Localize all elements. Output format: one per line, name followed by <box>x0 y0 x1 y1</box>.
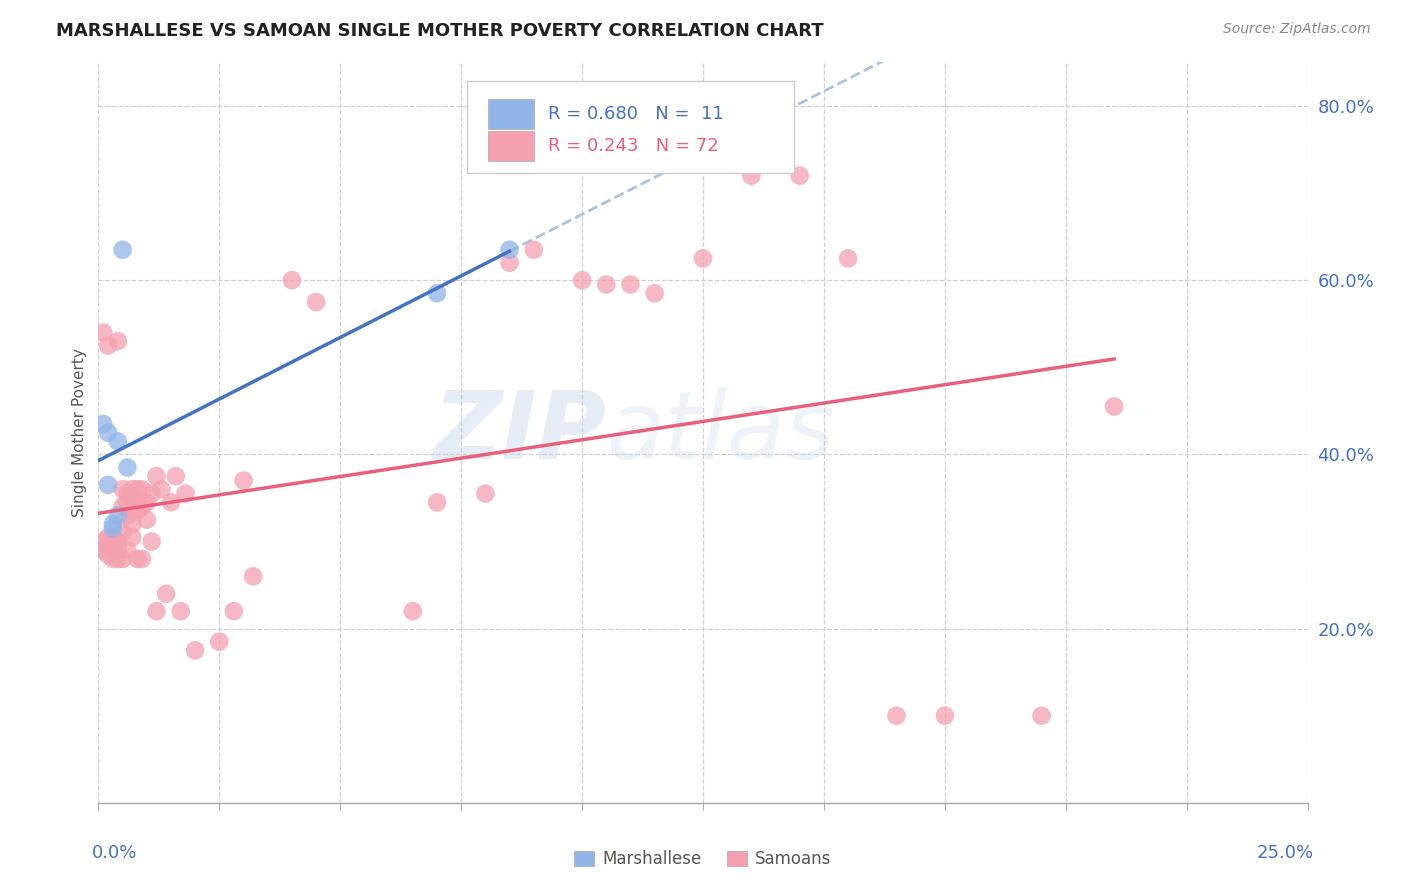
Point <box>121 482 143 496</box>
Text: R = 0.243   N = 72: R = 0.243 N = 72 <box>548 137 718 155</box>
Point <box>121 504 143 518</box>
Point <box>101 530 124 544</box>
Point <box>107 334 129 348</box>
Point <box>174 486 197 500</box>
Point <box>934 708 956 723</box>
Point <box>886 708 908 723</box>
Point <box>101 517 124 532</box>
Point <box>131 500 153 514</box>
Point <box>97 425 120 440</box>
Point <box>101 539 124 553</box>
Point <box>131 482 153 496</box>
Point <box>131 552 153 566</box>
Point <box>117 508 139 523</box>
Point <box>107 552 129 566</box>
Point <box>426 286 449 301</box>
Point <box>160 495 183 509</box>
Point <box>281 273 304 287</box>
FancyBboxPatch shape <box>467 81 793 173</box>
Point <box>117 543 139 558</box>
Point <box>91 326 114 340</box>
Point <box>740 169 762 183</box>
Point <box>155 587 177 601</box>
Point <box>242 569 264 583</box>
Point <box>127 552 149 566</box>
Point <box>165 469 187 483</box>
Point <box>127 482 149 496</box>
Point <box>402 604 425 618</box>
Point <box>150 482 173 496</box>
Point <box>141 534 163 549</box>
Point <box>111 552 134 566</box>
FancyBboxPatch shape <box>488 131 534 161</box>
Point <box>619 277 641 292</box>
Point <box>101 530 124 544</box>
Y-axis label: Single Mother Poverty: Single Mother Poverty <box>72 348 87 517</box>
Point <box>498 256 520 270</box>
Point <box>91 534 114 549</box>
Point <box>644 286 666 301</box>
Point <box>127 504 149 518</box>
Point <box>232 474 254 488</box>
Text: ZIP: ZIP <box>433 386 606 479</box>
Point <box>523 243 546 257</box>
Point <box>474 486 496 500</box>
Point <box>97 530 120 544</box>
Point <box>97 548 120 562</box>
Point <box>117 486 139 500</box>
Point <box>135 495 157 509</box>
Point <box>184 643 207 657</box>
Point <box>837 252 859 266</box>
Text: atlas: atlas <box>606 387 835 478</box>
Point <box>127 491 149 505</box>
Point <box>145 604 167 618</box>
Point <box>97 478 120 492</box>
Point <box>107 543 129 558</box>
Point <box>97 539 120 553</box>
Point <box>111 525 134 540</box>
Text: MARSHALLESE VS SAMOAN SINGLE MOTHER POVERTY CORRELATION CHART: MARSHALLESE VS SAMOAN SINGLE MOTHER POVE… <box>56 22 824 40</box>
Point <box>101 521 124 535</box>
Point <box>595 277 617 292</box>
Point <box>111 243 134 257</box>
Point <box>571 273 593 287</box>
Point <box>121 530 143 544</box>
Point <box>97 338 120 352</box>
FancyBboxPatch shape <box>488 99 534 129</box>
Point <box>1031 708 1053 723</box>
Point <box>305 295 328 310</box>
Point <box>135 513 157 527</box>
Point <box>121 517 143 532</box>
Point <box>107 534 129 549</box>
Legend: Marshallese, Samoans: Marshallese, Samoans <box>568 844 838 875</box>
Text: Source: ZipAtlas.com: Source: ZipAtlas.com <box>1223 22 1371 37</box>
Point <box>121 491 143 505</box>
Point <box>1102 400 1125 414</box>
Point <box>111 500 134 514</box>
Text: R = 0.680   N =  11: R = 0.680 N = 11 <box>548 105 724 123</box>
Point <box>222 604 245 618</box>
Point <box>91 543 114 558</box>
Point <box>117 460 139 475</box>
Point <box>145 469 167 483</box>
Point <box>498 243 520 257</box>
Point <box>789 169 811 183</box>
Text: 0.0%: 0.0% <box>93 844 138 862</box>
Point <box>107 434 129 449</box>
Point <box>426 495 449 509</box>
Point <box>208 634 231 648</box>
Point <box>169 604 191 618</box>
Point <box>107 539 129 553</box>
Text: 25.0%: 25.0% <box>1257 844 1313 862</box>
Point <box>107 508 129 523</box>
Point <box>692 252 714 266</box>
Point <box>101 552 124 566</box>
Point <box>141 486 163 500</box>
Point <box>91 417 114 431</box>
Point <box>117 495 139 509</box>
Point <box>111 482 134 496</box>
